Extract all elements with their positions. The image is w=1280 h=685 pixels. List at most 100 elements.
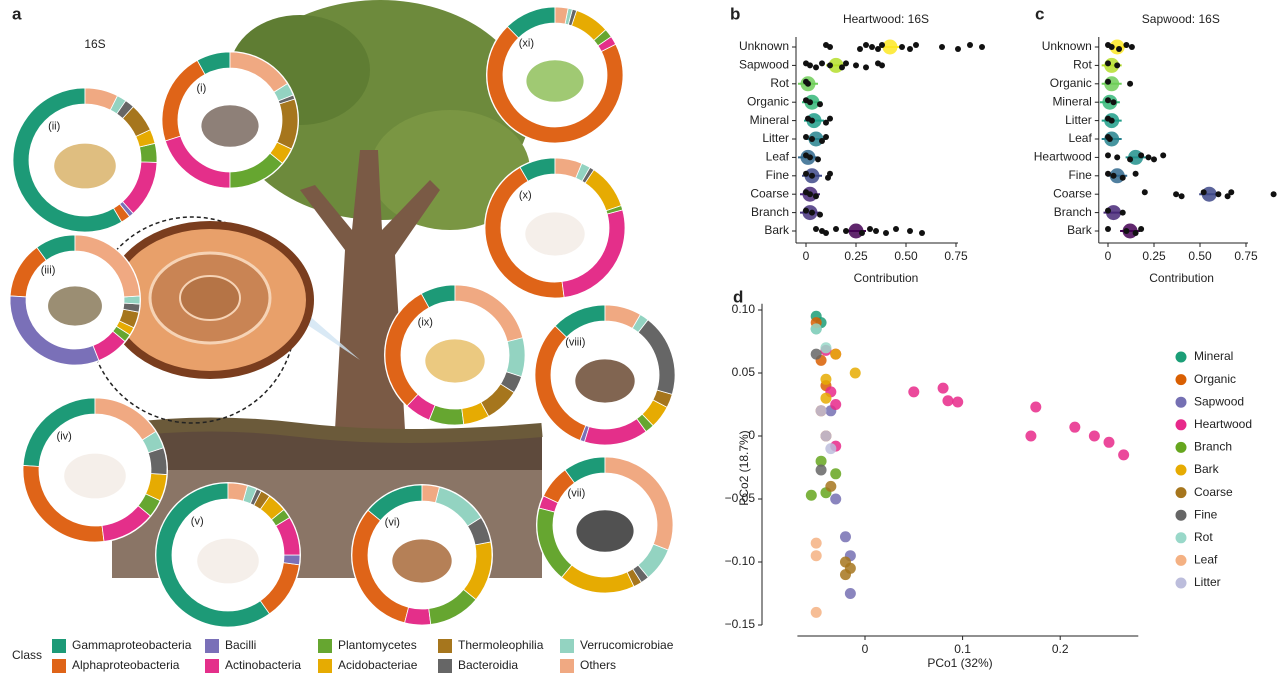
illustration — [88, 0, 543, 578]
scatter-point — [952, 396, 964, 408]
sample-point — [823, 134, 829, 140]
donut-segment — [421, 484, 440, 504]
sample-point — [809, 136, 815, 142]
y-tick-label: 0.10 — [732, 302, 756, 316]
sample-icon — [64, 453, 126, 499]
y-tick-label: Bark — [764, 223, 790, 237]
legend-swatch — [560, 639, 574, 653]
y-tick-label: Coarse — [1053, 186, 1092, 200]
sample-point — [809, 172, 815, 179]
sample-point — [1110, 172, 1117, 179]
y-tick-label: Sapwood — [739, 58, 789, 72]
scatter-point — [825, 443, 837, 455]
scatter-point — [830, 468, 842, 480]
scatter-point — [820, 373, 832, 385]
legend-label: Coarse — [1194, 485, 1233, 499]
legend-label: Others — [580, 658, 616, 672]
sample-point — [809, 209, 815, 216]
y-tick-label: Bark — [1067, 223, 1093, 237]
legend-label: Bacteroidia — [458, 658, 518, 672]
scatter-point — [820, 392, 832, 404]
sample-point — [1105, 207, 1111, 214]
sample-icon — [576, 510, 634, 552]
sample-point — [1141, 189, 1148, 196]
y-tick-label: −0.05 — [725, 491, 756, 505]
legend-marker — [1175, 419, 1187, 431]
legend-label: Thermoleophilia — [458, 638, 544, 652]
sample-icon — [54, 143, 116, 189]
sample-point — [1151, 156, 1157, 163]
sample-icon — [48, 286, 102, 326]
scatter-point — [810, 348, 822, 360]
sample-point — [819, 138, 825, 144]
sample-point — [1128, 44, 1135, 50]
legend-label: Branch — [1194, 440, 1232, 454]
legend-marker — [1175, 487, 1187, 499]
scatter-point — [942, 395, 954, 407]
donut-segment — [94, 397, 157, 441]
sample-point — [815, 156, 821, 163]
legend-label: Verrucomicrobiae — [580, 638, 674, 652]
x-tick-label: 0.25 — [1142, 249, 1166, 263]
legend-label: Sapwood — [1194, 394, 1244, 408]
sample-point — [1160, 152, 1167, 159]
y-tick-label: Mineral — [1052, 94, 1091, 108]
panel-title: Sapwood: 16S — [1142, 12, 1220, 26]
donut-segment — [486, 25, 624, 144]
sample-point — [817, 101, 823, 108]
scatter-point — [830, 399, 842, 410]
legend-marker — [1175, 464, 1187, 476]
sample-point — [1116, 46, 1123, 52]
sample-point — [1105, 152, 1111, 159]
y-tick-label: Organic — [747, 94, 789, 108]
donut-label: (viii) — [565, 337, 585, 349]
sample-point — [1138, 152, 1145, 159]
sample-point — [879, 62, 885, 69]
legend-swatch — [438, 659, 452, 673]
legend-swatch — [205, 639, 219, 653]
panel-letter: a — [12, 4, 22, 23]
y-tick-label: Fine — [766, 168, 790, 182]
sample-point — [833, 226, 839, 232]
sample-point — [1127, 156, 1134, 163]
donut-label: (x) — [519, 190, 532, 202]
panel-letter: b — [730, 4, 740, 23]
scatter-point — [1069, 421, 1081, 433]
scatter-point — [937, 382, 949, 394]
sample-point — [863, 64, 869, 71]
legend-label: Alphaproteobacteria — [72, 658, 180, 672]
y-tick-label: Organic — [1050, 76, 1092, 90]
donut-segment — [283, 554, 301, 566]
x-axis-label: Contribution — [1149, 271, 1214, 285]
sample-point — [1138, 226, 1145, 232]
legend-label: Mineral — [1194, 349, 1233, 363]
sample-point — [827, 170, 833, 177]
sample-point — [907, 228, 913, 234]
sample-point — [1114, 154, 1121, 161]
legend-marker — [1175, 374, 1187, 386]
x-tick-label: 0 — [862, 642, 869, 656]
x-tick-label: 0.1 — [954, 642, 971, 656]
y-tick-label: Unknown — [739, 39, 789, 53]
sample-point — [803, 134, 809, 140]
y-tick-label: −0.10 — [725, 554, 756, 568]
sample-point — [883, 230, 889, 236]
donut-label: (xi) — [519, 38, 534, 50]
y-tick-label: −0.15 — [725, 617, 756, 631]
sample-point — [1123, 42, 1130, 48]
sample-point — [913, 42, 919, 48]
y-tick-label: Coarse — [750, 186, 789, 200]
donut-label: (v) — [191, 515, 204, 527]
panel-title: 16S — [84, 37, 105, 51]
sample-point — [805, 80, 811, 87]
sample-icon — [526, 60, 584, 102]
x-tick-label: 0.75 — [944, 249, 968, 263]
donut-segment — [554, 6, 569, 25]
sample-point — [919, 230, 925, 236]
sample-point — [899, 44, 905, 50]
scatter-point — [1030, 401, 1042, 413]
sample-point — [1215, 191, 1222, 198]
x-tick-label: 0 — [803, 249, 810, 263]
sample-point — [1127, 80, 1134, 87]
sample-point — [873, 228, 879, 234]
